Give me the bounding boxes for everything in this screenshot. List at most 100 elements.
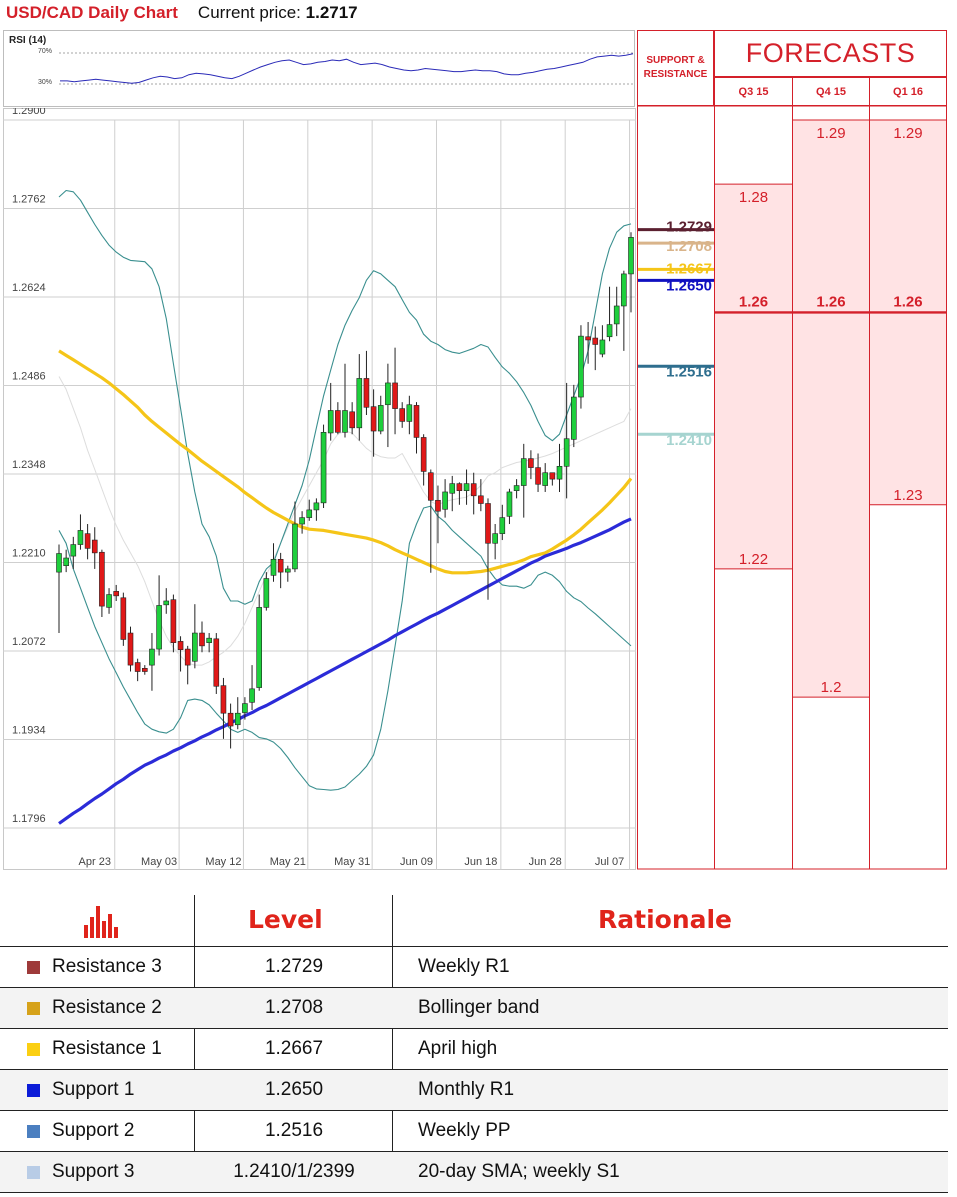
x-tick-label: May 12 bbox=[205, 856, 241, 868]
candle-body-up bbox=[377, 405, 384, 432]
candle-body-up bbox=[70, 544, 77, 557]
candle-body-down bbox=[420, 437, 427, 472]
candle-body-up bbox=[342, 410, 348, 433]
level-rationale: Weekly PP bbox=[418, 1120, 511, 1141]
candle bbox=[628, 232, 634, 313]
candle bbox=[284, 565, 291, 582]
candle-body-up bbox=[263, 578, 270, 608]
candle bbox=[63, 549, 69, 573]
candle bbox=[356, 354, 363, 441]
chart-title: USD/CAD Daily Chart bbox=[6, 3, 178, 22]
candle-body-down bbox=[177, 641, 184, 651]
candle bbox=[528, 450, 534, 480]
candle-body-down bbox=[528, 458, 534, 468]
candle bbox=[392, 347, 398, 435]
candle bbox=[199, 621, 205, 653]
candle-body-up bbox=[606, 324, 613, 338]
rsi-plot bbox=[59, 52, 634, 85]
candle bbox=[413, 402, 420, 454]
candle bbox=[256, 594, 262, 691]
candle-body-up bbox=[206, 637, 212, 643]
candle-body-up bbox=[513, 485, 520, 491]
forecast-low-label: 1.22 bbox=[739, 551, 768, 568]
chart-header: USD/CAD Daily Chart Current price: 1.271… bbox=[6, 3, 358, 25]
candle-body-down bbox=[535, 467, 541, 485]
bar-chart-icon bbox=[84, 906, 118, 938]
lower-bollinger-line bbox=[58, 505, 632, 791]
candle bbox=[613, 286, 620, 337]
candle-body-down bbox=[113, 591, 119, 597]
table-row: Resistance 2 1.2708 Bollinger band bbox=[0, 987, 948, 1029]
candle bbox=[84, 524, 91, 560]
candle-body-down bbox=[127, 632, 134, 666]
candle-body-up bbox=[499, 517, 506, 534]
forecast-high-label: 1.29 bbox=[816, 125, 845, 142]
candle-body-up bbox=[506, 491, 513, 517]
candle-body-down bbox=[349, 411, 355, 429]
candle bbox=[127, 626, 134, 672]
candle-body-up bbox=[542, 472, 549, 486]
candle-body-up bbox=[621, 273, 627, 307]
candle-body-down bbox=[435, 499, 441, 512]
candle-body-up bbox=[234, 712, 241, 726]
table-bottom-border bbox=[0, 1192, 948, 1193]
candle-body-up bbox=[242, 703, 248, 713]
x-tick-label: Apr 23 bbox=[79, 856, 111, 868]
level-value: 1.2708 bbox=[264, 997, 324, 1018]
candle-body-up bbox=[192, 632, 198, 662]
candle bbox=[599, 325, 606, 358]
candle bbox=[456, 482, 463, 505]
candle-body-up bbox=[520, 458, 527, 486]
candle-body-up bbox=[556, 466, 563, 480]
candle bbox=[621, 270, 627, 351]
forecast-high-label: 1.28 bbox=[739, 189, 768, 206]
candle-body-up bbox=[463, 483, 470, 491]
candle bbox=[313, 498, 320, 521]
forecast-low-label: 1.23 bbox=[893, 487, 922, 504]
candle bbox=[249, 665, 255, 710]
level-name: Support 1 bbox=[52, 1079, 135, 1100]
candle bbox=[349, 402, 355, 435]
level-color-swatch bbox=[27, 1002, 40, 1015]
candle bbox=[306, 499, 313, 521]
quarter-header-q4-15: Q4 15 bbox=[792, 77, 870, 106]
level-name: Resistance 1 bbox=[52, 1038, 162, 1059]
candle bbox=[177, 636, 184, 672]
candle bbox=[163, 588, 170, 614]
current-price-value: 1.2717 bbox=[305, 3, 358, 22]
level-color-swatch bbox=[27, 1125, 40, 1138]
forecast-mid-label: 1.26 bbox=[893, 293, 922, 310]
level-value: 1.2516 bbox=[264, 1120, 324, 1141]
candle bbox=[292, 501, 298, 573]
candle bbox=[184, 645, 191, 685]
candle-body-down bbox=[370, 406, 377, 432]
table-row: Resistance 1 1.2667 April high bbox=[0, 1028, 948, 1070]
candle-body-up bbox=[570, 396, 577, 440]
candle bbox=[234, 697, 241, 730]
forecast-mid-label: 1.26 bbox=[739, 293, 768, 310]
candle bbox=[563, 382, 570, 499]
candle bbox=[449, 475, 456, 512]
candle bbox=[442, 479, 448, 518]
level-name: Support 3 bbox=[52, 1161, 135, 1182]
level-value: 1.2729 bbox=[264, 956, 324, 977]
candle-body-down bbox=[277, 558, 284, 573]
x-tick-label: May 03 bbox=[141, 856, 177, 868]
forecast-range-q3-15 bbox=[714, 184, 793, 569]
candle-body-up bbox=[56, 553, 62, 573]
price-chart: 1.2900 1.2762 1.2624 1.2486 1.2348 1.2210 1.20… bbox=[3, 108, 636, 870]
candle bbox=[213, 633, 220, 694]
level-color-swatch bbox=[27, 961, 40, 974]
candle bbox=[299, 511, 305, 534]
candle bbox=[270, 543, 277, 582]
candle-body-down bbox=[213, 638, 220, 687]
candle-body-up bbox=[563, 438, 570, 467]
candle bbox=[56, 544, 62, 634]
candle-body-up bbox=[106, 594, 112, 608]
candle bbox=[377, 395, 384, 435]
candle-body-down bbox=[456, 483, 463, 491]
candle-body-up bbox=[492, 533, 498, 544]
sr-level-label: 1.2650 bbox=[666, 277, 712, 294]
level-color-swatch bbox=[27, 1166, 40, 1179]
forecast-mid-label: 1.26 bbox=[816, 293, 845, 310]
